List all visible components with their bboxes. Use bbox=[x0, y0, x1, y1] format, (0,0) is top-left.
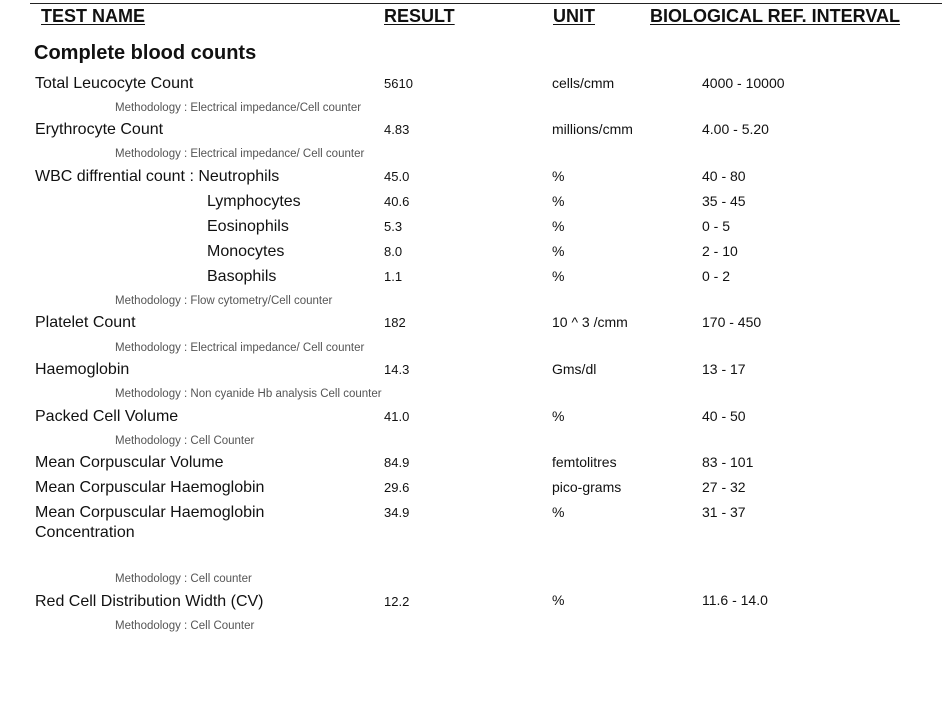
result-platelet-count: 182 bbox=[384, 315, 406, 330]
methodology-packed-cell-volume: Methodology : Cell Counter bbox=[115, 435, 255, 447]
unit-monocytes: % bbox=[552, 243, 565, 259]
unit-mean-corpuscular-haemoglobin: pico-grams bbox=[552, 479, 622, 495]
test-name-haemoglobin: Haemoglobin bbox=[35, 361, 130, 378]
test-name-red-cell-distribution-width: Red Cell Distribution Width (CV) bbox=[35, 593, 264, 610]
unit-lymphocytes: % bbox=[552, 193, 565, 209]
ref-neutrophils: 40 - 80 bbox=[702, 168, 746, 184]
ref-total-leucocyte-count: 4000 - 10000 bbox=[702, 75, 785, 91]
header-result: RESULT bbox=[384, 6, 455, 26]
methodology-red-cell-distribution-width: Methodology : Cell Counter bbox=[115, 620, 255, 632]
ref-haemoglobin: 13 - 17 bbox=[702, 361, 746, 377]
test-name-mean-corpuscular-haemoglobin: Mean Corpuscular Haemoglobin bbox=[35, 479, 265, 496]
result-mchc: 34.9 bbox=[384, 505, 410, 520]
result-haemoglobin: 14.3 bbox=[384, 362, 410, 377]
test-name-mean-corpuscular-volume: Mean Corpuscular Volume bbox=[35, 454, 224, 471]
unit-platelet-count: 10 ^ 3 /cmm bbox=[552, 314, 628, 330]
test-name-erythrocyte-count: Erythrocyte Count bbox=[35, 121, 164, 138]
ref-erythrocyte-count: 4.00 - 5.20 bbox=[702, 121, 769, 137]
unit-mean-corpuscular-volume: femtolitres bbox=[552, 454, 617, 470]
header-unit: UNIT bbox=[553, 6, 595, 26]
result-lymphocytes: 40.6 bbox=[384, 194, 410, 209]
unit-red-cell-distribution-width: % bbox=[552, 592, 565, 608]
result-basophils: 1.1 bbox=[384, 269, 403, 284]
test-name-platelet-count: Platelet Count bbox=[35, 314, 136, 331]
test-name-neutrophils: WBC diffrential count : Neutrophils bbox=[35, 168, 280, 185]
ref-mean-corpuscular-haemoglobin: 27 - 32 bbox=[702, 479, 746, 495]
unit-neutrophils: % bbox=[552, 168, 565, 184]
ref-basophils: 0 - 2 bbox=[702, 268, 731, 284]
test-name-basophils: Basophils bbox=[207, 268, 277, 285]
methodology-platelet-count: Methodology : Electrical impedance/ Cell… bbox=[115, 342, 365, 354]
result-erythrocyte-count: 4.83 bbox=[384, 122, 410, 137]
test-name-lymphocytes: Lymphocytes bbox=[207, 193, 301, 210]
test-name-mchc: Mean Corpuscular Haemoglobin Concentrati… bbox=[35, 504, 264, 542]
ref-packed-cell-volume: 40 - 50 bbox=[702, 408, 746, 424]
unit-haemoglobin: Gms/dl bbox=[552, 361, 597, 377]
result-mean-corpuscular-haemoglobin: 29.6 bbox=[384, 480, 410, 495]
methodology-total-leucocyte-count: Methodology : Electrical impedance/Cell … bbox=[115, 102, 362, 114]
test-name-total-leucocyte-count: Total Leucocyte Count bbox=[35, 75, 194, 92]
unit-basophils: % bbox=[552, 268, 565, 284]
methodology-wbc-differential: Methodology : Flow cytometry/Cell counte… bbox=[115, 295, 333, 307]
ref-lymphocytes: 35 - 45 bbox=[702, 193, 746, 209]
test-name-monocytes: Monocytes bbox=[207, 243, 285, 260]
result-red-cell-distribution-width: 12.2 bbox=[384, 594, 410, 609]
unit-eosinophils: % bbox=[552, 218, 565, 234]
header-test-name: TEST NAME bbox=[41, 6, 146, 26]
ref-mchc: 31 - 37 bbox=[702, 504, 746, 520]
unit-total-leucocyte-count: cells/cmm bbox=[552, 75, 615, 91]
methodology-haemoglobin: Methodology : Non cyanide Hb analysis Ce… bbox=[115, 388, 382, 400]
test-name-mchc-line1: Mean Corpuscular Haemoglobin bbox=[35, 504, 265, 521]
result-mean-corpuscular-volume: 84.9 bbox=[384, 455, 410, 470]
section-title: Complete blood counts bbox=[34, 42, 257, 64]
result-eosinophils: 5.3 bbox=[384, 219, 403, 234]
methodology-erythrocyte-count: Methodology : Electrical impedance/ Cell… bbox=[115, 148, 365, 160]
test-name-packed-cell-volume: Packed Cell Volume bbox=[35, 408, 179, 425]
result-monocytes: 8.0 bbox=[384, 244, 403, 259]
ref-red-cell-distribution-width: 11.6 - 14.0 bbox=[702, 592, 768, 608]
header-ref-interval: BIOLOGICAL REF. INTERVAL bbox=[650, 6, 901, 26]
methodology-mchc: Methodology : Cell counter bbox=[115, 573, 252, 585]
result-packed-cell-volume: 41.0 bbox=[384, 409, 410, 424]
ref-monocytes: 2 - 10 bbox=[702, 243, 738, 259]
test-name-eosinophils: Eosinophils bbox=[207, 218, 289, 235]
top-rule bbox=[30, 3, 942, 4]
result-total-leucocyte-count: 5610 bbox=[384, 76, 413, 91]
unit-packed-cell-volume: % bbox=[552, 408, 565, 424]
unit-mchc: % bbox=[552, 504, 565, 520]
ref-mean-corpuscular-volume: 83 - 101 bbox=[702, 454, 754, 470]
result-neutrophils: 45.0 bbox=[384, 169, 410, 184]
test-name-mchc-line2: Concentration bbox=[35, 524, 135, 541]
ref-platelet-count: 170 - 450 bbox=[702, 314, 762, 330]
unit-erythrocyte-count: millions/cmm bbox=[552, 121, 633, 137]
ref-eosinophils: 0 - 5 bbox=[702, 218, 731, 234]
